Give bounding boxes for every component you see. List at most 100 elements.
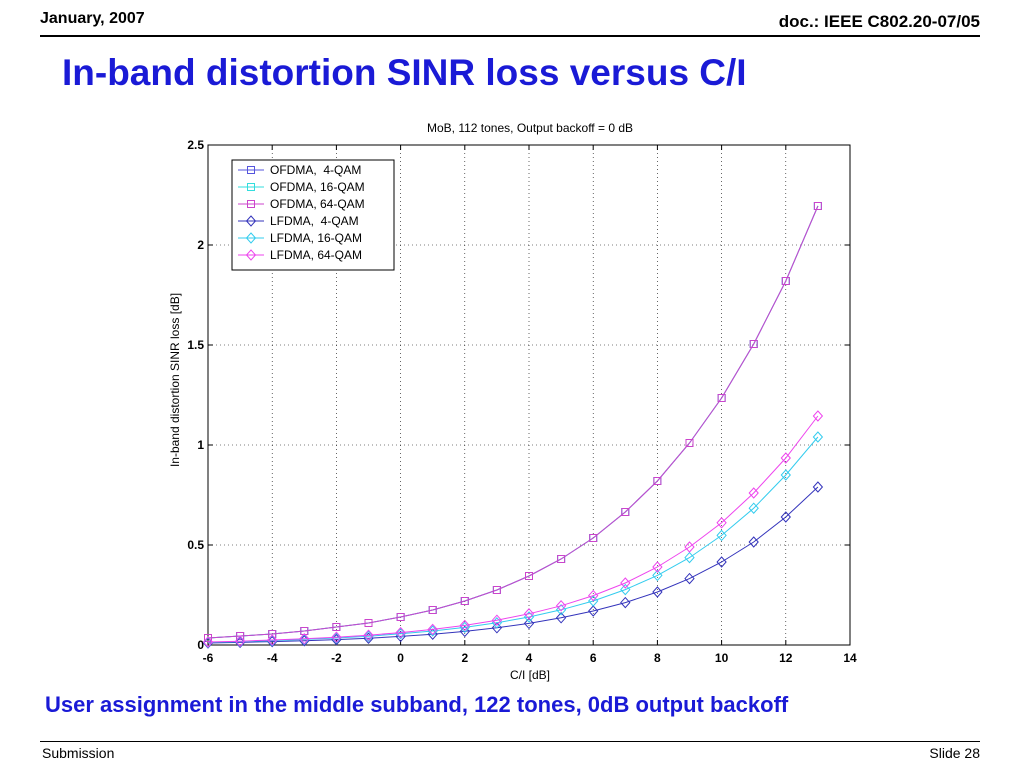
y-tick-label: 2 xyxy=(197,238,204,252)
footer-left: Submission xyxy=(42,745,115,761)
series-4 xyxy=(202,481,824,649)
data-point-marker xyxy=(396,613,405,621)
data-point-marker xyxy=(716,529,727,542)
data-point-marker xyxy=(557,555,566,563)
legend-box xyxy=(231,159,395,271)
data-point-marker xyxy=(460,597,469,605)
footer-slide-number: Slide 28 xyxy=(929,745,980,761)
data-point-marker xyxy=(525,572,533,580)
data-point-marker xyxy=(491,622,503,634)
data-point-marker xyxy=(652,569,663,582)
data-point-marker xyxy=(813,202,822,210)
data-point-marker xyxy=(331,632,342,644)
data-point-marker xyxy=(234,635,246,647)
data-point-marker xyxy=(684,572,695,585)
slide-title: In-band distortion SINR loss versus C/I xyxy=(62,52,747,93)
x-tick-label: 4 xyxy=(526,651,533,665)
y-tick-label: 2.5 xyxy=(187,138,204,152)
data-point-marker xyxy=(716,517,727,529)
data-point-marker xyxy=(363,629,374,641)
data-point-marker xyxy=(267,634,278,646)
data-point-marker xyxy=(684,551,695,564)
data-point-marker xyxy=(523,608,535,620)
legend-marker xyxy=(247,183,255,191)
series-6 xyxy=(202,410,824,648)
footer-rule xyxy=(40,741,980,742)
legend-entry-label: LFDMA, 4-QAM xyxy=(270,214,359,228)
data-point-marker xyxy=(202,636,214,648)
data-point-marker xyxy=(620,596,631,609)
data-point-marker xyxy=(653,477,662,485)
line-chart: MoB, 112 tones, Output backoff = 0 dB C/… xyxy=(168,121,857,682)
data-point-marker xyxy=(459,619,470,632)
x-tick-label: -2 xyxy=(331,651,342,665)
data-point-marker xyxy=(299,633,310,645)
chart-title: MoB, 112 tones, Output backoff = 0 dB xyxy=(427,121,633,135)
data-point-marker xyxy=(364,619,373,627)
x-tick-label: 8 xyxy=(654,651,661,665)
data-point-marker xyxy=(717,394,726,402)
data-point-marker xyxy=(749,340,758,348)
data-point-marker xyxy=(555,612,567,624)
series-line xyxy=(207,205,819,639)
axis-ticks: -6 -4 -2 0 2 4 6 8 10 12 14 0 0.5 1 1.5 2 2.5 xyxy=(187,138,857,665)
series-line xyxy=(207,436,819,643)
y-axis-label: In-band distortion SINR loss [dB] xyxy=(168,293,182,467)
x-tick-label: 6 xyxy=(590,651,597,665)
data-point-marker xyxy=(331,631,342,643)
data-point-marker xyxy=(395,626,406,639)
data-point-marker xyxy=(812,410,824,422)
data-point-marker xyxy=(428,606,437,614)
header-rule xyxy=(40,35,980,37)
x-tick-label: 10 xyxy=(715,651,729,665)
legend-entry-label: OFDMA, 16-QAM xyxy=(270,180,365,194)
x-tick-label: -4 xyxy=(267,651,278,665)
data-point-marker xyxy=(589,534,598,542)
data-point-marker xyxy=(491,614,503,626)
data-point-marker xyxy=(588,589,599,602)
data-point-marker xyxy=(620,577,631,589)
data-point-marker xyxy=(780,452,791,464)
data-point-marker xyxy=(812,481,824,493)
y-tick-label: 0 xyxy=(197,638,204,652)
series-3 xyxy=(204,202,822,642)
series-line xyxy=(207,415,819,643)
data-point-marker xyxy=(780,469,791,481)
series-lines xyxy=(202,202,824,649)
legend-entry-label: LFDMA, 64-QAM xyxy=(270,248,362,262)
chart-container: MoB, 112 tones, Output backoff = 0 dB C/… xyxy=(160,115,870,685)
legend-marker xyxy=(247,166,255,174)
data-point-marker xyxy=(588,605,599,617)
data-point-marker xyxy=(588,595,599,607)
legend-entry-label: OFDMA, 64-QAM xyxy=(270,197,365,211)
data-point-marker xyxy=(716,556,727,568)
legend-marker xyxy=(245,232,257,244)
x-tick-label: 14 xyxy=(843,651,857,665)
legend: OFDMA, 4-QAM OFDMA, 16-QAM OFDMA, 64-QAM LF… xyxy=(231,159,395,271)
header-doc-id: doc.: IEEE C802.20-07/05 xyxy=(778,12,980,31)
data-point-marker xyxy=(555,600,567,612)
y-tick-label: 1 xyxy=(197,438,204,452)
data-point-marker xyxy=(268,630,277,638)
data-point-marker xyxy=(621,508,630,516)
data-point-marker xyxy=(652,561,663,573)
slide-caption: User assignment in the middle subband, 1… xyxy=(45,692,789,717)
data-point-marker xyxy=(685,439,694,447)
x-tick-label: 0 xyxy=(397,651,404,665)
data-point-marker xyxy=(780,511,791,523)
x-tick-label: -6 xyxy=(203,651,214,665)
data-point-marker xyxy=(748,502,759,514)
legend-entry-label: OFDMA, 4-QAM xyxy=(270,163,361,177)
series-line xyxy=(207,205,819,639)
data-point-marker xyxy=(236,632,245,640)
header-date: January, 2007 xyxy=(40,10,145,27)
legend-marker xyxy=(247,200,255,208)
data-point-marker xyxy=(652,586,663,598)
series-5 xyxy=(202,431,824,649)
data-point-marker xyxy=(748,536,759,548)
x-tick-label: 2 xyxy=(461,651,468,665)
x-axis-label: C/I [dB] xyxy=(510,668,550,682)
series-line xyxy=(207,205,819,639)
data-point-marker xyxy=(523,617,535,630)
legend-entry-label: LFDMA, 16-QAM xyxy=(270,231,362,245)
